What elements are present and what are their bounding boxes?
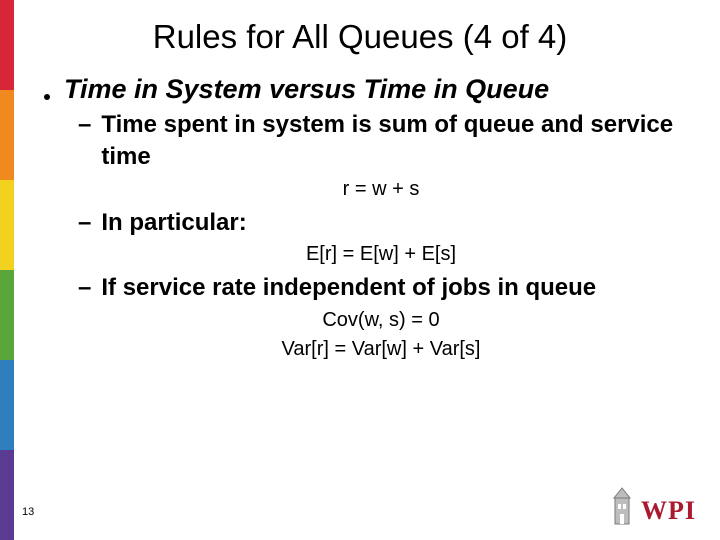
sub-bullet: – If service rate independent of jobs in… (78, 272, 684, 360)
level2-list: – Time spent in system is sum of queue a… (44, 109, 684, 361)
slide-title: Rules for All Queues (4 of 4) (36, 18, 684, 56)
formula: Cov(w, s) = 0 (78, 309, 684, 332)
stripe-seg (0, 90, 14, 180)
stripe-seg (0, 450, 14, 540)
dash-icon: – (78, 272, 91, 304)
bullet-level1: Time in System versus Time in Queue (44, 74, 684, 105)
bullet-text: Time in System versus Time in Queue (64, 74, 549, 105)
tower-icon (609, 486, 635, 526)
sub-bullet: – In particular: E[r] = E[w] + E[s] (78, 207, 684, 266)
bullet-dot-icon (44, 94, 50, 100)
stripe-seg (0, 180, 14, 270)
content: Time in System versus Time in Queue – Ti… (36, 74, 684, 361)
formula: E[r] = E[w] + E[s] (78, 243, 684, 266)
dash-icon: – (78, 109, 91, 141)
formula: r = w + s (78, 178, 684, 201)
sub-text: In particular: (101, 207, 246, 239)
formula: Var[r] = Var[w] + Var[s] (78, 338, 684, 361)
logo-text: WPI (641, 496, 696, 526)
stripe-seg (0, 0, 14, 90)
sub-bullet: – Time spent in system is sum of queue a… (78, 109, 684, 201)
sub-text: Time spent in system is sum of queue and… (101, 109, 684, 174)
dash-icon: – (78, 207, 91, 239)
left-stripe (0, 0, 14, 540)
wpi-logo: WPI (609, 486, 696, 526)
stripe-seg (0, 360, 14, 450)
sub-text: If service rate independent of jobs in q… (101, 272, 596, 304)
slide: Rules for All Queues (4 of 4) Time in Sy… (0, 0, 720, 540)
stripe-seg (0, 270, 14, 360)
page-number: 13 (22, 506, 34, 518)
